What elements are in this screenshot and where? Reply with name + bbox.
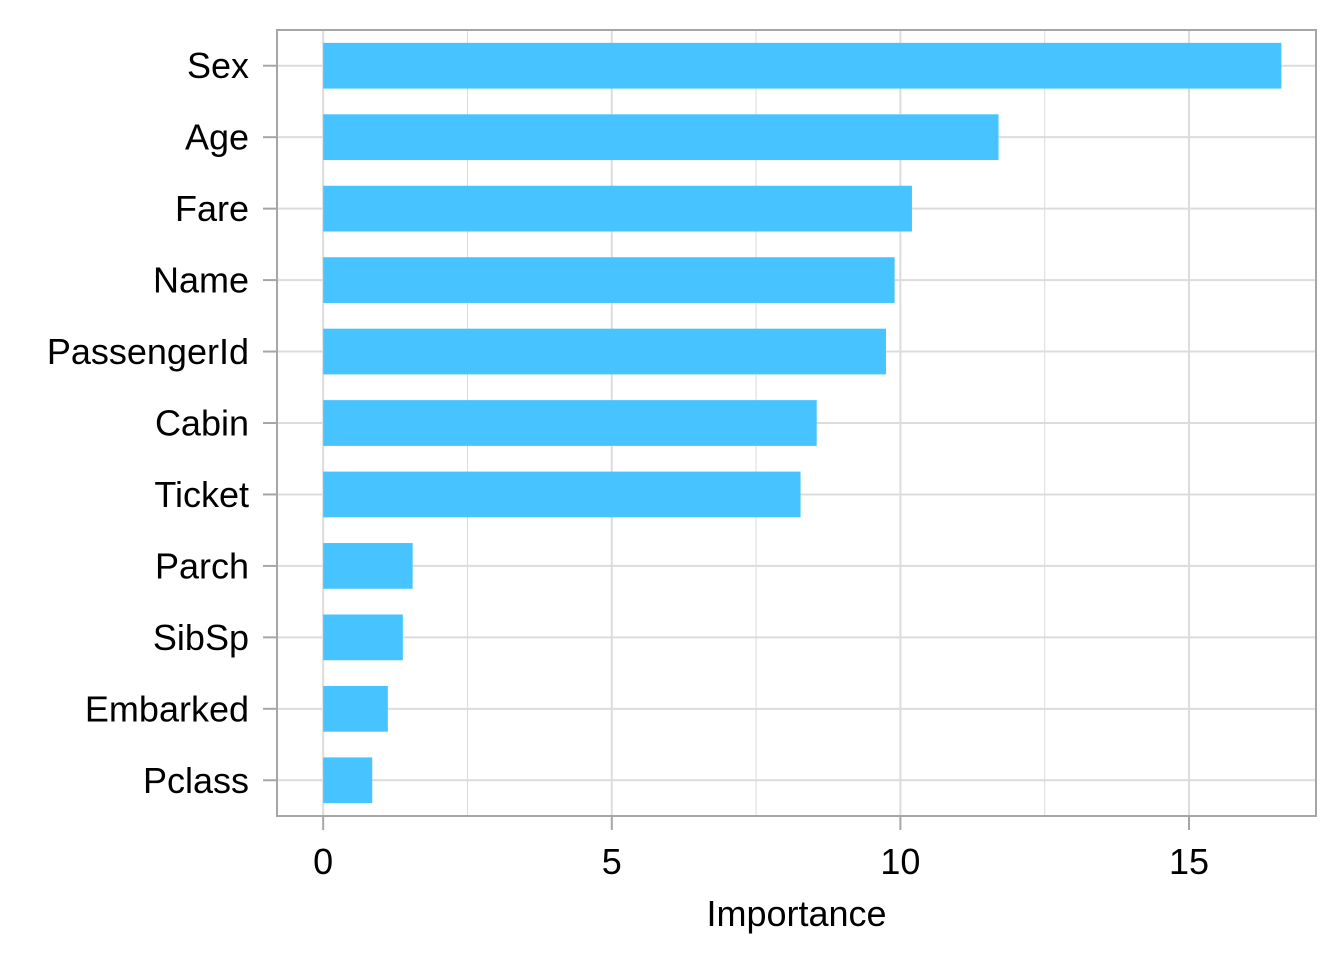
y-tick-label: Name	[153, 260, 249, 301]
x-tick-label: 10	[880, 841, 920, 882]
y-tick-label: SibSp	[153, 617, 249, 658]
x-axis-title: Importance	[706, 893, 886, 934]
bar-embarked	[323, 685, 388, 732]
bar-pclass	[323, 757, 373, 804]
bars	[323, 42, 1282, 804]
y-tick-label: Embarked	[85, 688, 249, 729]
bar-cabin	[323, 400, 817, 446]
y-tick-label: Sex	[187, 45, 249, 86]
bar-parch	[323, 543, 413, 589]
bar-fare	[323, 185, 912, 232]
y-tick-label: Parch	[155, 545, 249, 586]
bar-ticket	[323, 471, 801, 518]
y-tick-label: Cabin	[155, 403, 249, 444]
y-tick-label: Fare	[175, 188, 249, 229]
x-tick-label: 0	[313, 841, 333, 882]
bar-passengerid	[323, 328, 886, 375]
y-axis-ticks: Sex Age Fare Name PassengerId Cabin Ticket Parc…	[47, 45, 277, 801]
x-axis-ticks: 0 5 10 15	[313, 816, 1209, 882]
bar-sibsp	[323, 614, 403, 661]
x-tick-label: 5	[602, 841, 622, 882]
y-tick-label: Pclass	[143, 760, 249, 801]
y-tick-label: PassengerId	[47, 331, 249, 372]
y-tick-label: Ticket	[154, 474, 249, 515]
x-tick-label: 15	[1169, 841, 1209, 882]
bar-age	[323, 114, 999, 161]
bar-name	[323, 257, 895, 303]
y-tick-label: Age	[185, 117, 249, 158]
bar-sex	[323, 42, 1282, 89]
